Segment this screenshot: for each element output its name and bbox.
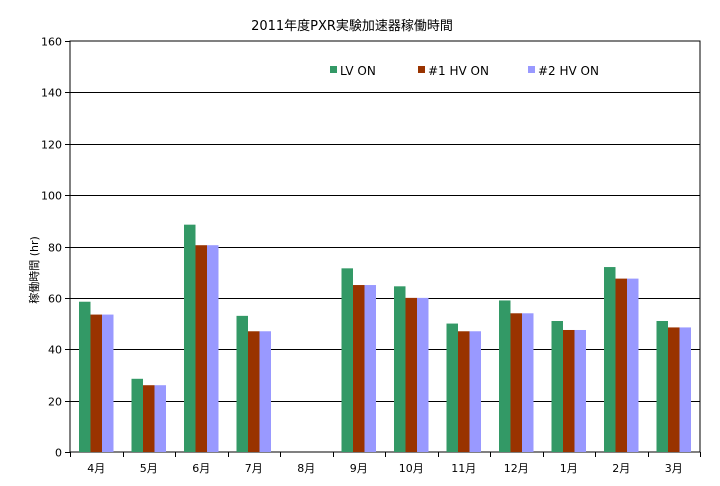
chart-title: 2011年度PXR実験加速器稼働時間 bbox=[251, 18, 453, 34]
x-tick-label: 5月 bbox=[140, 462, 158, 475]
bar bbox=[627, 278, 639, 452]
legend-label: #2 HV ON bbox=[538, 64, 599, 78]
bar bbox=[394, 286, 406, 452]
x-tick-label: 3月 bbox=[665, 462, 683, 475]
bar bbox=[574, 329, 586, 452]
y-tick-labels: 0 20 40 60 80 100 120 140 160 bbox=[41, 36, 62, 460]
legend-label: LV ON bbox=[340, 64, 376, 78]
bar bbox=[143, 385, 155, 452]
bar bbox=[522, 313, 534, 452]
bar bbox=[551, 320, 563, 452]
bar bbox=[563, 329, 575, 452]
bar bbox=[446, 323, 458, 452]
x-tick-label: 6月 bbox=[192, 462, 210, 475]
legend-swatch bbox=[528, 66, 535, 73]
bar bbox=[259, 331, 271, 452]
x-tick-label: 8月 bbox=[297, 462, 315, 475]
bars bbox=[79, 224, 691, 452]
legend-label: #1 HV ON bbox=[428, 64, 489, 78]
y-tick-label: 0 bbox=[55, 447, 62, 460]
y-tick-label: 160 bbox=[41, 36, 62, 49]
x-tick-label: 11月 bbox=[451, 462, 476, 475]
bar bbox=[195, 245, 207, 452]
y-tick-label: 100 bbox=[41, 190, 62, 203]
x-tick-label: 10月 bbox=[399, 462, 424, 475]
bar bbox=[615, 278, 627, 452]
y-tick-label: 40 bbox=[48, 344, 62, 357]
x-tick-label: 4月 bbox=[87, 462, 105, 475]
bar bbox=[131, 378, 143, 452]
x-tick-label: 1月 bbox=[560, 462, 578, 475]
bar bbox=[154, 385, 166, 452]
bar bbox=[679, 327, 691, 452]
x-tick-label: 12月 bbox=[504, 462, 529, 475]
x-tick-label: 7月 bbox=[245, 462, 263, 475]
bar bbox=[417, 297, 429, 452]
bar bbox=[604, 267, 616, 452]
legend-swatch bbox=[418, 66, 425, 73]
x-tick-label: 2月 bbox=[612, 462, 630, 475]
x-tick-label: 9月 bbox=[350, 462, 368, 475]
y-tick-label: 60 bbox=[48, 293, 62, 306]
x-tick-labels: 4月 5月 6月 7月 8月 9月 10月 11月 12月 1月 2月 3月 bbox=[87, 462, 683, 475]
bar bbox=[102, 314, 114, 452]
y-tick-label: 80 bbox=[48, 242, 62, 255]
y-axis-label: 稼働時間 (hr) bbox=[27, 236, 41, 304]
bar bbox=[668, 327, 680, 452]
bar bbox=[499, 300, 511, 452]
axes bbox=[65, 41, 701, 457]
y-tick-label: 120 bbox=[41, 139, 62, 152]
bar bbox=[510, 313, 522, 452]
bar bbox=[90, 314, 102, 452]
bar bbox=[207, 245, 219, 452]
bar bbox=[469, 331, 481, 452]
bar bbox=[236, 315, 248, 452]
legend-swatch bbox=[330, 66, 337, 73]
bar bbox=[248, 331, 260, 452]
bar bbox=[364, 285, 376, 452]
bar bbox=[79, 301, 91, 452]
bar bbox=[184, 224, 196, 452]
bar bbox=[405, 297, 417, 452]
legend: LV ON #1 HV ON #2 HV ON bbox=[330, 64, 599, 78]
bar bbox=[341, 268, 353, 452]
bar bbox=[656, 320, 668, 452]
bar bbox=[353, 285, 365, 452]
y-tick-label: 140 bbox=[41, 87, 62, 100]
bar bbox=[458, 331, 470, 452]
y-tick-label: 20 bbox=[48, 396, 62, 409]
